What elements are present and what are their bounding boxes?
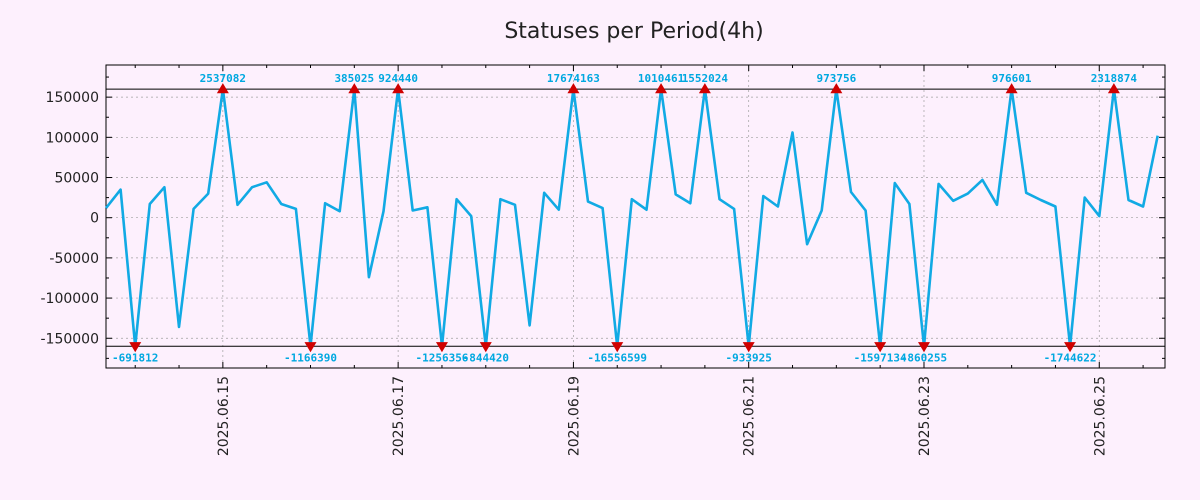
overflow-marker <box>216 83 229 94</box>
data-label: -1256356 <box>415 351 468 364</box>
underflow-marker <box>742 342 755 353</box>
series-line <box>104 87 1159 348</box>
y-tick-label: 0 <box>90 211 99 227</box>
underflow-marker <box>129 342 142 353</box>
plot-area <box>105 64 1166 369</box>
y-tick-label: -50000 <box>49 251 99 267</box>
underflow-marker <box>874 342 887 353</box>
underflow-marker <box>917 342 930 353</box>
clip-lines <box>106 88 1165 347</box>
overflow-marker <box>348 83 361 94</box>
chart-title: Statuses per Period(4h) <box>504 19 763 44</box>
overflow-marker <box>567 83 580 94</box>
data-label: 1552024 <box>682 72 729 85</box>
data-label: 385025 <box>334 72 374 85</box>
data-label: 973756 <box>816 72 856 85</box>
series-statuses <box>104 87 1159 348</box>
overflow-marker <box>1005 83 1018 94</box>
underflow-marker <box>479 342 492 353</box>
data-label: -691812 <box>112 351 158 364</box>
x-tick-label: 2025.06.23 <box>917 376 933 456</box>
overflow-marker <box>698 83 711 94</box>
x-tick-label: 2025.06.25 <box>1092 376 1108 456</box>
data-label: 2318874 <box>1091 72 1138 85</box>
y-axis: 150000 100000 50000 0 -50000 -100000 -150000 <box>41 76 1165 359</box>
y-tick-label: 100000 <box>46 130 99 146</box>
data-label: -1597134 <box>854 351 907 364</box>
data-label: -1166390 <box>284 351 337 364</box>
underflow-marker <box>1064 342 1077 353</box>
x-axis: 2025.06.15 2025.06.17 2025.06.19 2025.06.21… <box>134 65 1144 456</box>
x-tick-label: 2025.06.21 <box>742 376 758 456</box>
y-tick-label: 150000 <box>46 90 99 106</box>
overflow-marker <box>830 83 843 94</box>
x-tick-label: 2025.06.19 <box>566 376 582 456</box>
data-label: 1010461 <box>638 72 685 85</box>
overflow-marker <box>655 83 668 94</box>
data-label: -16556599 <box>587 351 647 364</box>
data-label: 924440 <box>378 72 418 85</box>
underflow-marker <box>435 342 448 353</box>
x-tick-label: 2025.06.15 <box>216 376 232 456</box>
grid <box>106 65 1165 368</box>
markers <box>129 83 1120 353</box>
data-label: -860255 <box>901 351 947 364</box>
y-tick-label: 50000 <box>54 171 99 187</box>
data-label: 17674163 <box>547 72 600 85</box>
y-tick-label: -100000 <box>41 291 100 307</box>
data-label: 976601 <box>992 72 1032 85</box>
data-label: 2537082 <box>200 72 246 85</box>
overflow-marker <box>392 83 405 94</box>
data-label: -1744622 <box>1044 351 1097 364</box>
x-tick-label: 2025.06.17 <box>391 376 407 456</box>
data-label: -844420 <box>463 351 509 364</box>
overflow-marker <box>1107 83 1120 94</box>
underflow-marker <box>611 342 624 353</box>
underflow-marker <box>304 342 317 353</box>
y-tick-label: -150000 <box>41 331 100 347</box>
data-label: -933925 <box>726 351 772 364</box>
data-labels: -691812 2537082 -1166390 385025 924440 -12563… <box>112 72 1137 364</box>
